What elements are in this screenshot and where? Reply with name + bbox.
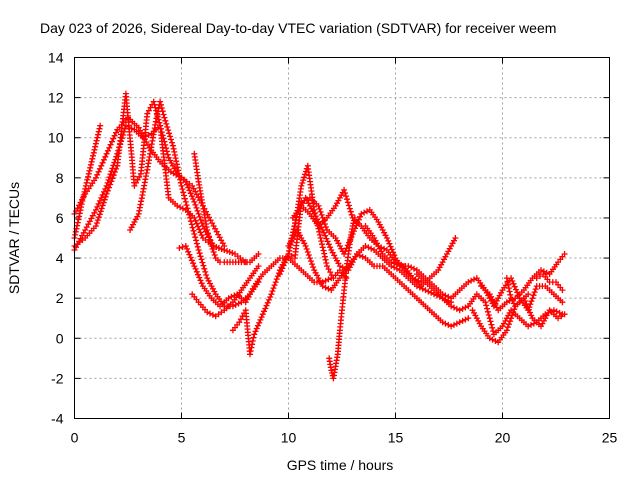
plus-markers	[285, 227, 472, 330]
plus-markers	[362, 223, 566, 314]
y-tick-label: -4	[51, 411, 64, 427]
grid	[74, 57, 610, 419]
series-trace-13	[326, 214, 358, 382]
y-axis-label: SDTVAR / TECUs	[6, 182, 22, 294]
series-trace-8	[191, 150, 262, 266]
x-tick-label: 25	[602, 430, 618, 446]
series-trace-15	[362, 223, 566, 314]
series-trace-7	[189, 263, 262, 320]
series-trace-12	[285, 227, 472, 330]
series-trace-16	[413, 271, 566, 338]
x-tick-label: 10	[281, 430, 297, 446]
x-tick-label: 0	[71, 430, 79, 446]
y-tick-labels: -4 -2 0 2 4 6 8 10 12 14	[48, 50, 64, 427]
x-tick-label: 5	[178, 430, 186, 446]
plus-markers	[413, 271, 566, 338]
chart-title: Day 023 of 2026, Sidereal Day-to-day VTE…	[40, 20, 556, 36]
y-tick-label: 2	[56, 290, 64, 306]
y-tick-label: 10	[48, 130, 64, 146]
y-tick-label: 6	[56, 210, 64, 226]
x-axis-label: GPS time / hours	[287, 457, 394, 473]
y-tick-label: 4	[56, 250, 64, 266]
series-trace-19	[503, 275, 532, 310]
series-trace-20	[533, 271, 566, 294]
plot-frame	[74, 57, 610, 419]
y-tick-label: -2	[51, 370, 64, 386]
series-trace-6	[176, 243, 335, 310]
y-tick-label: 8	[56, 170, 64, 186]
plus-markers	[191, 150, 262, 266]
y-tick-label: 14	[48, 50, 64, 66]
x-tick-labels: 0 5 10 15 20 25	[71, 430, 618, 446]
y-tick-label: 0	[56, 330, 64, 346]
axis-ticks	[74, 57, 610, 419]
series-trace-18	[478, 251, 568, 314]
x-tick-label: 15	[388, 430, 404, 446]
y-tick-label: 12	[48, 90, 64, 106]
x-tick-label: 20	[495, 430, 511, 446]
